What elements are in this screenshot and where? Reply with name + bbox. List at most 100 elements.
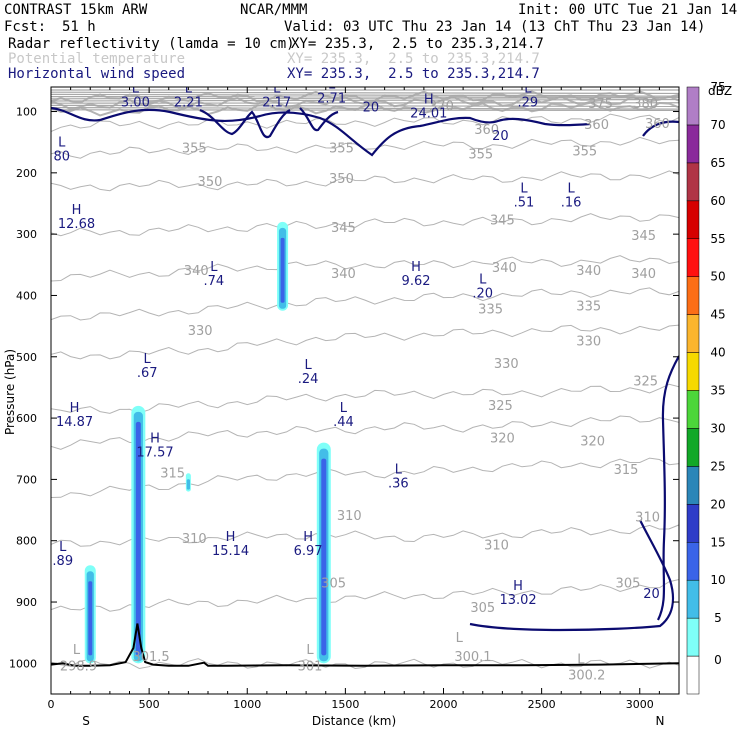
x-tick-label: 0 [48,698,55,711]
theta-isoline-305 [51,579,679,612]
wind-contour-label: 20 [363,101,380,116]
colorbar-segment-55 [686,238,700,277]
theta-isoline-label: 345 [331,221,356,236]
theta-isoline-label: 310 [635,510,660,525]
theta-isoline-label: 375 [588,97,613,112]
colorbar-label-70: 70 [710,118,725,132]
y-tick-label: 1000 [9,657,37,670]
theta-extremum-marker: L [73,643,81,658]
wind-extremum-kind: H [150,432,160,447]
colorbar-segment-10 [686,579,700,619]
x-tick-label: 500 [139,698,160,711]
theta-isoline-335 [51,287,679,321]
terrain-line [51,623,679,667]
x-end-label-south: S [82,714,90,728]
x-tick-label: 2000 [430,698,458,711]
wind-extremum-kind: L [479,272,487,287]
theta-isoline-label: 370 [429,100,454,115]
theta-isoline-315 [51,457,679,498]
theta-isoline-340 [51,255,679,282]
wind-extremum-kind: L [59,540,67,555]
theta-isoline-label: 300.1 [454,650,491,665]
colorbar-segment-20 [686,504,700,543]
x-tick-label: 1000 [233,698,261,711]
y-axis-label: Pressure (hPa) [3,349,17,435]
wind-extremum-kind: L [144,352,152,367]
wind-extremum-value: 6.97 [294,544,323,559]
theta-isoline-label: 340 [631,267,656,282]
wind-extremum-kind: H [513,579,523,594]
colorbar-label-65: 65 [710,156,725,170]
theta-isoline-label: 300.2 [568,669,605,684]
theta-upper-band-line [51,91,679,95]
colorbar-label-75: 75 [710,80,725,94]
theta-isoline-330 [51,324,679,360]
wind-extremum-kind: H [72,203,82,218]
theta-upper-band-line [51,104,679,107]
colorbar-segment-40 [686,352,700,391]
colorbar-label-30: 30 [710,421,725,435]
wind-extremum-value: 2.21 [174,96,203,111]
colorbar-label-0: 0 [714,653,722,667]
theta-isoline-label: 330 [188,324,213,339]
theta-isoline-label: 315 [614,463,639,478]
wind-extremum-value: .36 [388,476,409,491]
theta-isoline-label: 345 [490,214,515,229]
colorbar-segment-5 [686,617,700,657]
theta-isoline-label: 315 [160,466,185,481]
wind-extremum-value: .74 [204,274,225,289]
reflectivity-cell-core [135,421,141,656]
theta-isoline-label: 305 [616,577,641,592]
theta-isoline-label: 360 [584,118,609,133]
theta-upper-band-line [51,107,679,110]
wind-speed-contour-20 [299,107,339,132]
field-theta-name: Potential temperature [8,51,186,67]
colorbar-label-10: 10 [710,573,725,587]
theta-upper-band-line [51,93,679,97]
y-tick-label: 300 [16,228,37,241]
theta-isoline-label: 335 [576,300,601,315]
colorbar-label-15: 15 [710,535,725,549]
colorbar-label-25: 25 [710,459,725,473]
x-end-label-north: N [656,714,665,728]
theta-isoline-label: 355 [468,147,493,162]
field-reflectivity-name: Radar reflectivity (lamda = 10 cm) [8,36,295,52]
theta-isoline-label: 330 [576,334,601,349]
reflectivity-cell-core [88,581,93,656]
wind-extremum-kind: L [210,260,218,275]
colorbar-label-35: 35 [710,384,725,398]
colorbar-segment-60 [686,200,700,239]
theta-isoline-360 [51,113,679,133]
wind-extremum-value: 9.62 [402,274,431,289]
theta-isoline-label: 355 [572,144,597,159]
theta-extremum-marker: L [577,652,585,667]
colorbar-segment-50 [686,276,700,315]
wind-extremum-value: .29 [518,96,539,111]
colorbar-label-50: 50 [710,270,725,284]
wind-extremum-kind: H [70,401,80,416]
wind-extremum-value: 17.57 [136,446,173,461]
theta-isoline-label: 355 [329,141,354,156]
colorbar-label-60: 60 [710,194,725,208]
org-title: NCAR/MMM [240,2,308,18]
init-time: Init: 00 UTC Tue 21 Jan 14 [518,2,738,18]
wind-contour-label: 20 [492,129,509,144]
theta-upper-band-line [51,98,679,102]
theta-isoline-label: 310 [337,509,362,524]
colorbar-label-5: 5 [714,611,722,625]
theta-isoline-label: 320 [580,434,605,449]
wind-extremum-kind: H [303,530,313,545]
theta-isoline-label: 380 [633,97,658,112]
wind-extremum-kind: H [411,260,421,275]
wind-speed-contour-20 [199,108,291,139]
wind-extremum-value: .16 [561,196,582,211]
wind-extremum-kind: L [185,82,193,97]
theta-isoline-320 [51,415,679,450]
theta-isoline-label: 340 [331,267,356,282]
colorbar-segment-0 [686,655,700,695]
wind-extremum-value: .44 [333,415,354,430]
theta-extremum-marker: L [306,643,314,658]
theta-isoline-label: 330 [494,357,519,372]
wind-extremum-value: 12.68 [58,217,95,232]
wind-extremum-kind: L [328,77,336,92]
